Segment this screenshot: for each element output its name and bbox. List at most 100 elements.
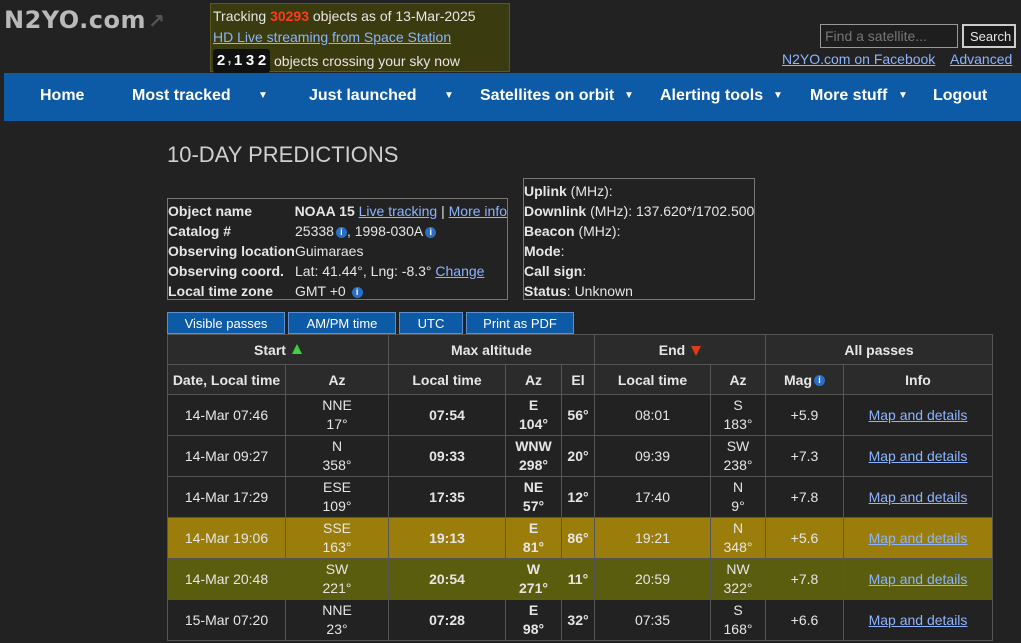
map-and-details-link[interactable]: Map and details	[868, 406, 968, 423]
max-az-dir: E	[528, 520, 539, 536]
col-mag-label: Mag	[784, 371, 812, 388]
end-az-dir: N	[732, 479, 744, 495]
start-az-cell: SSE 163°	[285, 517, 389, 559]
nav-more-stuff[interactable]: More stuff	[810, 87, 888, 104]
start-az-dir: NNE	[322, 602, 352, 618]
start-az-deg: 221°	[322, 580, 352, 596]
table-group-header-row: Start Max altitude End All passes	[167, 334, 993, 365]
change-location-link[interactable]: Change	[435, 263, 485, 279]
end-time-cell: 09:39	[594, 435, 711, 477]
max-el-cell: 12°	[561, 476, 595, 518]
facebook-link[interactable]: N2YO.com on Facebook	[782, 51, 936, 67]
col-start-time: Date, Local time	[167, 364, 286, 395]
info-icon[interactable]: i	[814, 375, 825, 387]
end-az-deg: 183°	[723, 416, 753, 432]
radio-info-panel: Uplink (MHz): Downlink (MHz): 137.620*/1…	[523, 178, 755, 300]
ampm-time-button[interactable]: AM/PM time	[288, 312, 396, 334]
site-logo[interactable]: N2YO.com ↗	[4, 6, 165, 34]
mag-cell: +7.3	[765, 435, 844, 477]
start-az-cell: NNE 23°	[285, 599, 389, 641]
max-time-cell: 19:13	[388, 517, 506, 559]
end-time-cell: 07:35	[594, 599, 711, 641]
start-az-cell: SW 221°	[285, 558, 389, 600]
end-az-deg: 322°	[723, 580, 753, 596]
nav-just-launched[interactable]: Just launched	[309, 87, 417, 104]
mode-label: Mode	[524, 243, 561, 259]
info-cell: Map and details	[843, 517, 993, 559]
advanced-search-link[interactable]: Advanced	[950, 51, 1013, 67]
map-and-details-link[interactable]: Map and details	[868, 529, 968, 546]
table-row: 15-Mar 07:20 NNE 23° 07:28 E 98° 32° 07:35 S 168°…	[167, 599, 993, 641]
visible-passes-button[interactable]: Visible passes	[167, 312, 285, 334]
max-el-cell: 86°	[561, 517, 595, 559]
satellite-search-input[interactable]	[820, 24, 958, 48]
chevron-down-icon[interactable]: ▼	[773, 90, 783, 101]
nav-alerting-tools[interactable]: Alerting tools	[660, 87, 764, 104]
print-pdf-button[interactable]: Print as PDF	[466, 312, 574, 334]
info-icon[interactable]: i	[425, 226, 437, 238]
end-az-cell: S 168°	[710, 599, 766, 641]
col-start-az: Az	[285, 364, 389, 395]
end-az-deg: 348°	[723, 539, 753, 555]
max-az-deg: 271°	[519, 580, 548, 596]
crossing-counter: 2 , 1 3 2	[213, 49, 270, 73]
start-time-cell: 14-Mar 17:29	[167, 476, 286, 518]
status-label: Status	[524, 283, 567, 299]
max-az-cell: E 81°	[505, 517, 562, 559]
table-sub-header-row: Date, Local time Az Local time Az El Loc…	[167, 364, 993, 395]
max-az-dir: WNW	[515, 438, 552, 454]
max-az-cell: WNW 298°	[505, 435, 562, 477]
end-az-deg: 9°	[731, 498, 745, 514]
catalog-number: 25338	[295, 223, 334, 239]
start-time-cell: 14-Mar 19:06	[167, 517, 286, 559]
max-az-deg: 81°	[522, 539, 545, 555]
table-row: 14-Mar 19:06 SSE 163° 19:13 E 81° 86° 19:21 N 348…	[167, 517, 993, 559]
chevron-down-icon[interactable]: ▼	[258, 90, 268, 101]
observing-coord: Lat: 41.44°, Lng: -8.3°	[295, 263, 432, 279]
map-and-details-link[interactable]: Map and details	[868, 611, 968, 628]
mag-cell: +7.8	[765, 558, 844, 600]
downlink-label: Downlink	[524, 203, 587, 219]
start-az-deg: 358°	[322, 457, 352, 473]
start-time-cell: 14-Mar 09:27	[167, 435, 286, 477]
start-time-cell: 14-Mar 20:48	[167, 558, 286, 600]
live-tracking-link[interactable]: Live tracking	[358, 203, 438, 219]
info-cell: Map and details	[843, 435, 993, 477]
start-az-cell: ESE 109°	[285, 476, 389, 518]
map-and-details-link[interactable]: Map and details	[868, 447, 968, 464]
map-and-details-link[interactable]: Map and details	[868, 488, 968, 505]
chevron-down-icon[interactable]: ▼	[444, 90, 454, 101]
start-az-dir: ESE	[322, 479, 351, 495]
nav-most-tracked[interactable]: Most tracked	[132, 87, 231, 104]
beacon-label: Beacon	[524, 223, 575, 239]
sort-down-arrow-icon[interactable]	[691, 345, 702, 356]
search-button[interactable]: Search	[962, 24, 1016, 48]
timezone-value: GMT +0	[295, 283, 346, 299]
chevron-down-icon[interactable]: ▼	[624, 90, 634, 101]
start-az-cell: N 358°	[285, 435, 389, 477]
nav-logout[interactable]: Logout	[933, 87, 988, 104]
timezone-label: Local time zone	[168, 283, 274, 299]
nav-satellites-on-orbit[interactable]: Satellites on orbit	[480, 87, 615, 104]
table-row: 14-Mar 09:27 N 358° 09:33 WNW 298° 20° 09:39 SW 2…	[167, 435, 993, 477]
crossing-text: objects crossing your sky now	[274, 53, 460, 69]
beacon-value: (MHz):	[574, 223, 621, 239]
max-az-cell: W 271°	[505, 558, 562, 600]
coord-label: Observing coord.	[168, 263, 284, 279]
end-az-cell: N 9°	[710, 476, 766, 518]
info-cell: Map and details	[843, 476, 993, 518]
col-max-time: Local time	[388, 364, 506, 395]
utc-button[interactable]: UTC	[399, 312, 463, 334]
map-and-details-link[interactable]: Map and details	[868, 570, 968, 587]
iss-live-stream-link[interactable]: HD Live streaming from Space Station	[213, 29, 452, 45]
sort-up-arrow-icon[interactable]	[291, 343, 302, 354]
start-az-deg: 23°	[326, 621, 348, 637]
end-group-header[interactable]: End	[594, 334, 766, 365]
chevron-down-icon[interactable]: ▼	[898, 90, 908, 101]
start-group-header[interactable]: Start	[167, 334, 389, 365]
nav-home[interactable]: Home	[40, 87, 85, 104]
info-icon[interactable]: i	[351, 286, 363, 298]
more-info-link[interactable]: More info	[448, 203, 507, 219]
info-icon[interactable]: i	[335, 226, 347, 238]
end-time-cell: 19:21	[594, 517, 711, 559]
